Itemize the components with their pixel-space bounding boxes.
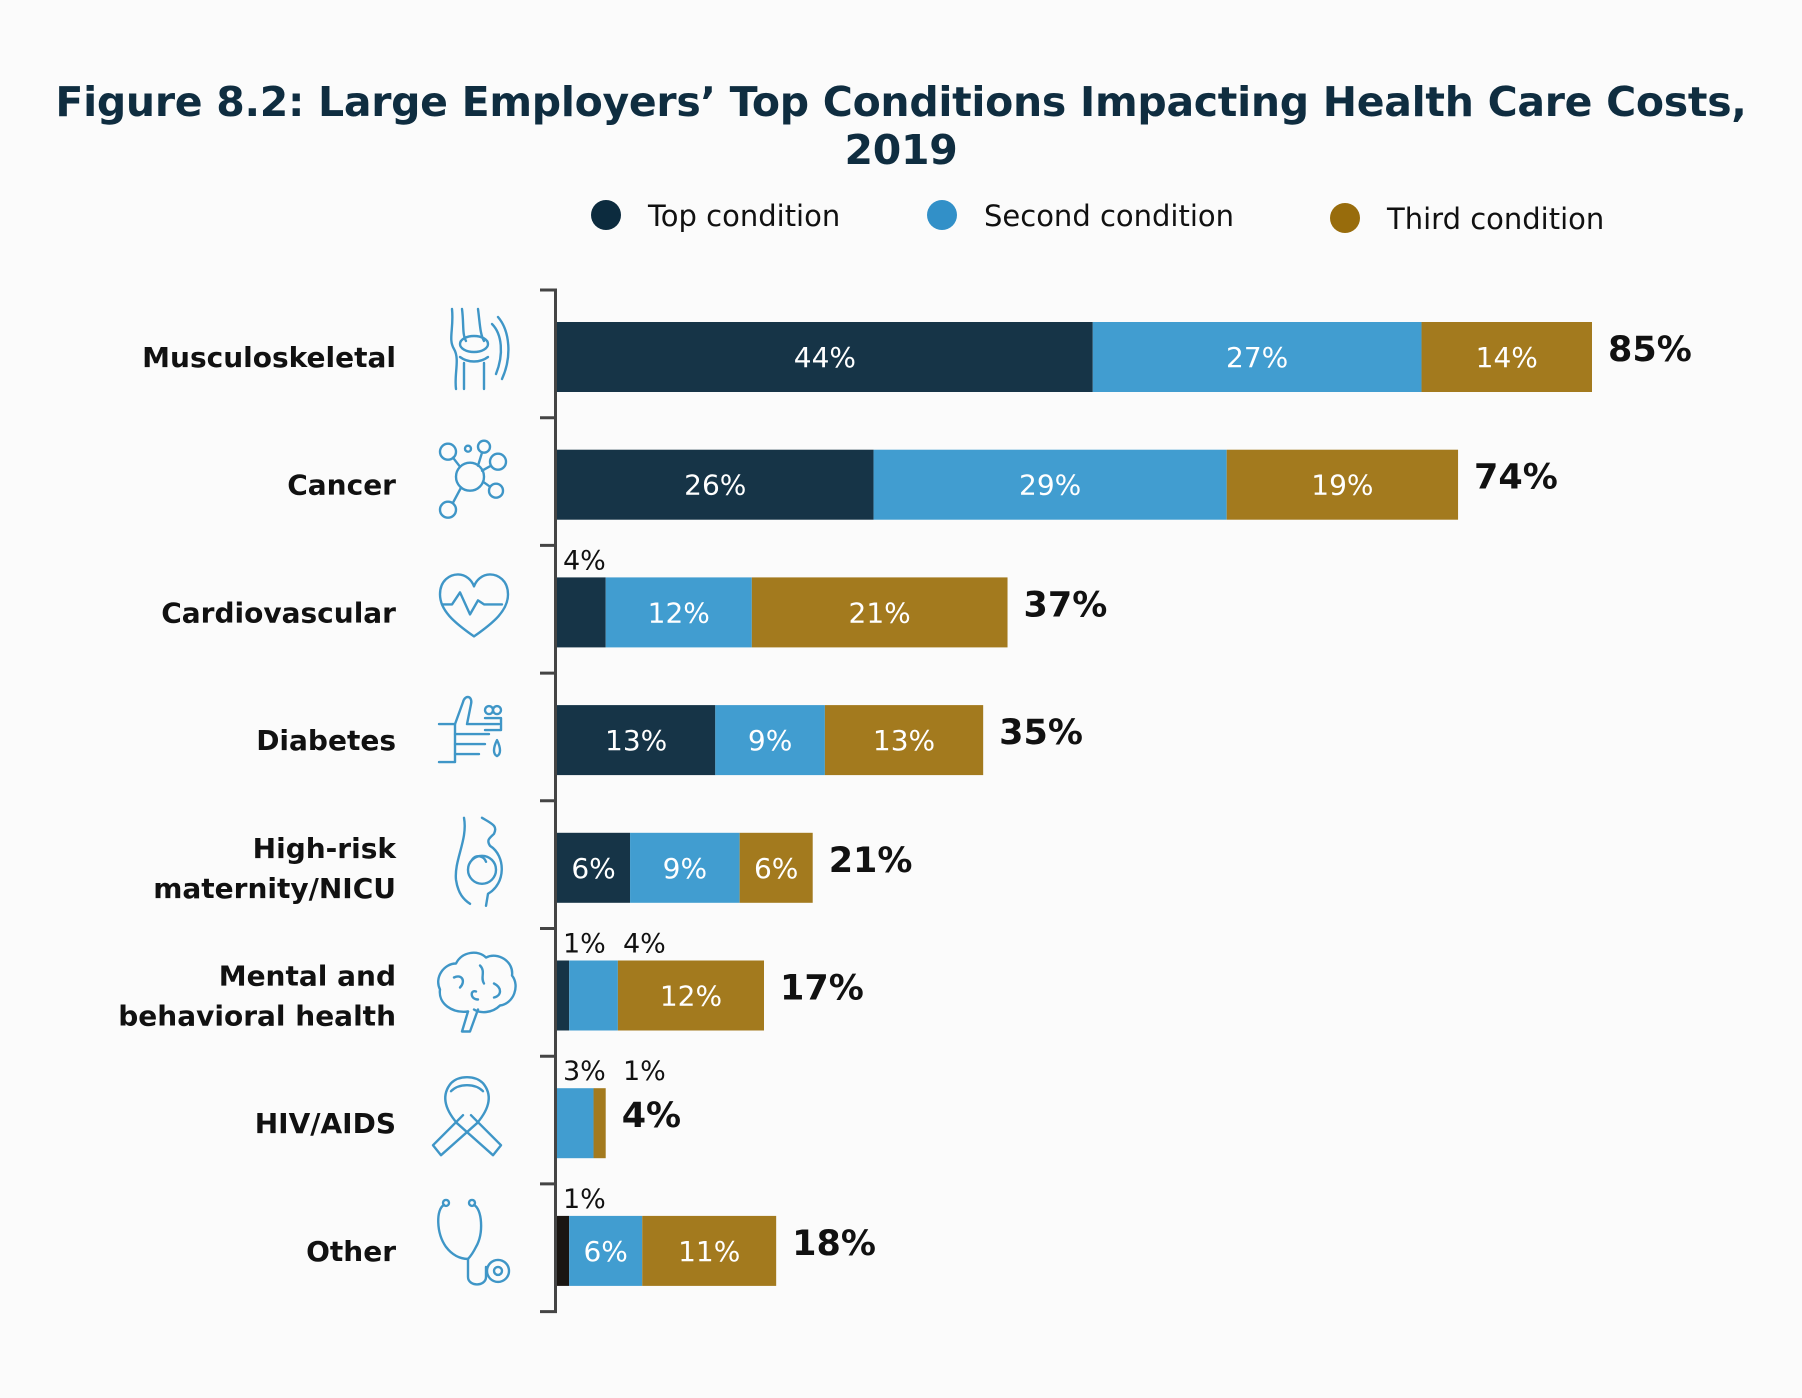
awareness-ribbon-icon	[431, 1076, 503, 1157]
bar-segment-top-condition	[557, 960, 570, 1031]
bar-segment-third-condition	[751, 577, 1008, 648]
heartbeat-icon	[438, 573, 510, 638]
pregnancy-icon	[454, 816, 503, 907]
finger-prick-icon	[437, 695, 503, 764]
bar-row-musculoskeletal	[557, 322, 1592, 392]
segment-value-label: 44%	[794, 341, 856, 374]
segment-value-label-outside: 3%	[563, 1056, 606, 1087]
category-label-mental-and-behavioral-health: Mental and	[219, 960, 396, 993]
legend-swatch	[1330, 203, 1360, 233]
bar-row-hiv-aids	[557, 1088, 606, 1159]
category-label-mental-and-behavioral-health: behavioral health	[118, 1000, 396, 1033]
segment-value-label: 12%	[648, 596, 710, 629]
segment-value-label: 11%	[678, 1235, 740, 1268]
category-label-diabetes: Diabetes	[256, 724, 396, 757]
bar-segment-third-condition	[739, 832, 813, 903]
data-labels: 44% 27% 14% 85% 26% 29% 19% 74% 12% 21% 4% 37% 13% 9%…	[563, 330, 1692, 1268]
bar-segment-second-condition	[715, 705, 825, 776]
bar-row-cancer	[557, 449, 1459, 520]
category-label-high-risk-maternity-nicu: High-risk	[253, 832, 398, 865]
bar-segment-third-condition	[642, 1215, 777, 1286]
bar-segment-top-condition	[557, 449, 874, 520]
segment-value-label: 6%	[583, 1235, 627, 1268]
total-value-label: 18%	[792, 1224, 876, 1264]
total-value-label: 37%	[1024, 585, 1108, 625]
legend-swatch	[927, 200, 957, 230]
segment-value-label: 19%	[1311, 469, 1373, 502]
knee-joint-icon	[450, 307, 510, 391]
chart-title: Figure 8.2: Large Employers’ Top Conditi…	[55, 78, 1747, 174]
bar-segment-second-condition	[630, 832, 740, 903]
total-value-label: 85%	[1608, 330, 1692, 370]
segment-value-label: 6%	[754, 852, 798, 885]
category-label-high-risk-maternity-nicu: maternity/NICU	[153, 872, 396, 905]
bar-segment-second-condition	[1092, 322, 1422, 392]
bar-segment-second-condition	[569, 960, 618, 1031]
segment-value-label: 9%	[663, 852, 707, 885]
segment-value-label: 14%	[1476, 341, 1538, 374]
segment-value-label: 9%	[748, 724, 792, 757]
legend-item-second-condition: Second condition	[927, 199, 1234, 233]
segment-value-label-outside: 4%	[563, 545, 606, 576]
category-label-cardiovascular: Cardiovascular	[161, 596, 396, 629]
bar-segment-second-condition	[873, 449, 1227, 520]
molecule-icon	[438, 439, 508, 519]
bar-row-diabetes	[557, 705, 984, 776]
y-axis	[540, 288, 557, 1314]
total-value-label: 17%	[780, 969, 864, 1009]
total-value-label: 4%	[622, 1096, 681, 1136]
category-labels: Musculoskeletal Cancer Cardiovascular Diabe…	[118, 341, 397, 1268]
bar-segment-second-condition	[569, 1215, 643, 1286]
segment-value-label: 27%	[1226, 341, 1288, 374]
legend-label: Third condition	[1386, 202, 1604, 236]
legend-item-top-condition: Top condition	[591, 199, 840, 233]
segment-value-label: 13%	[605, 724, 667, 757]
bar-row-cardiovascular	[557, 577, 1008, 648]
total-value-label: 35%	[999, 713, 1083, 753]
segment-value-label: 6%	[571, 852, 615, 885]
bar-segment-third-condition	[1226, 449, 1459, 520]
segment-value-label-outside: 1%	[623, 1056, 666, 1087]
legend-item-third-condition: Third condition	[1330, 202, 1604, 236]
segment-value-label: 26%	[684, 469, 746, 502]
bar-segment-top-condition	[557, 577, 606, 648]
segment-value-label: 12%	[660, 980, 722, 1013]
bar-segment-top-condition	[557, 832, 631, 903]
category-label-hiv-aids: HIV/AIDS	[255, 1107, 396, 1140]
total-value-label: 21%	[829, 841, 913, 881]
legend-swatch	[591, 200, 621, 230]
bar-segment-third-condition	[824, 705, 984, 776]
bar-row-other	[557, 1215, 777, 1286]
bar-segment-third-condition	[617, 960, 764, 1031]
brain-icon	[437, 951, 517, 1033]
legend-label: Top condition	[647, 199, 840, 233]
bar-segment-second-condition	[605, 577, 752, 648]
segment-value-label: 13%	[873, 724, 935, 757]
legend: Top condition Second condition Third condi…	[591, 199, 1604, 236]
segment-value-label: 29%	[1019, 469, 1081, 502]
stethoscope-icon	[437, 1198, 511, 1286]
legend-label: Second condition	[984, 199, 1234, 233]
bar-segment-third-condition	[593, 1088, 606, 1159]
segment-value-label-outside: 1%	[563, 1184, 606, 1215]
bar-segment-top-condition	[557, 322, 1093, 392]
bar-row-mental-and-behavioral-health	[557, 960, 764, 1031]
category-label-other: Other	[306, 1235, 396, 1268]
bar-segment-second-condition	[557, 1088, 594, 1159]
segment-value-label-outside: 1%	[563, 929, 606, 960]
total-value-label: 74%	[1474, 458, 1558, 498]
segment-value-label-outside: 4%	[623, 929, 666, 960]
bar-segment-top-condition	[557, 705, 716, 776]
bar-row-high-risk-maternity-nicu	[557, 832, 813, 903]
category-icons	[431, 307, 517, 1286]
bar-segment-third-condition	[1421, 322, 1592, 392]
category-label-musculoskeletal: Musculoskeletal	[142, 341, 396, 374]
bars	[557, 322, 1592, 1286]
bar-segment-top-condition	[557, 1215, 570, 1286]
segment-value-label: 21%	[849, 596, 911, 629]
category-label-cancer: Cancer	[287, 469, 396, 502]
